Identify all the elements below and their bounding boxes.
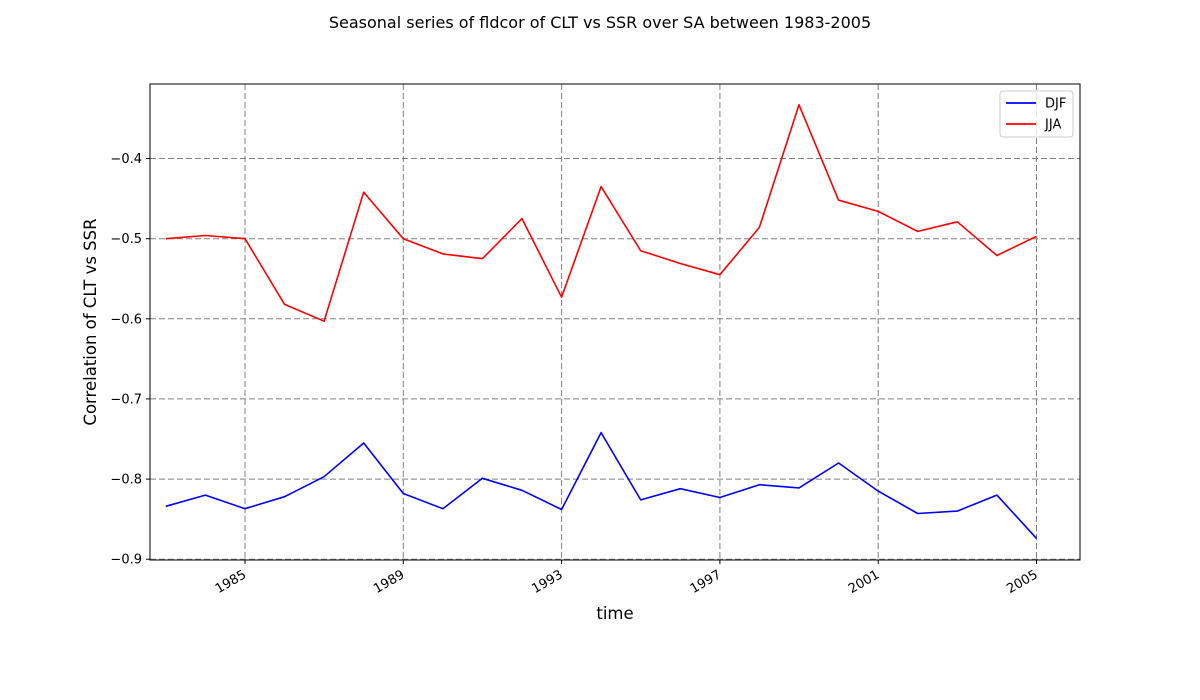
axis-ticks: −0.9 −0.8 −0.7 −0.6 −0.5 −0.4 1985 1989 1993 1997…	[110, 152, 1040, 597]
legend-label-djf: DJF	[1045, 97, 1066, 112]
y-tick-label: −0.8	[110, 473, 142, 488]
y-tick-label: −0.6	[110, 312, 142, 327]
x-tick-label: 1989	[371, 567, 407, 597]
y-axis-label: Correlation of CLT vs SSR	[81, 218, 100, 425]
y-tick-label: −0.9	[110, 553, 142, 568]
plot-area-frame	[149, 83, 1081, 561]
x-tick-label: 1997	[688, 567, 724, 597]
x-axis-label: time	[596, 604, 633, 623]
series-line-jja	[165, 104, 1037, 323]
x-tick-label: 1985	[213, 567, 249, 597]
legend-label-jja: JJA	[1044, 118, 1061, 133]
x-tick-label: 2001	[846, 567, 882, 597]
series-lines	[165, 104, 1038, 539]
x-tick-label: 2005	[1004, 567, 1040, 597]
x-tick-label: 1993	[529, 567, 565, 597]
legend: DJF JJA	[999, 90, 1074, 138]
grid-lines	[150, 84, 1080, 560]
y-tick-label: −0.4	[110, 152, 142, 167]
y-tick-label: −0.7	[110, 392, 142, 407]
y-tick-label: −0.5	[110, 232, 142, 247]
series-line-djf	[165, 431, 1038, 539]
chart-title: Seasonal series of fldcor of CLT vs SSR …	[329, 13, 871, 32]
